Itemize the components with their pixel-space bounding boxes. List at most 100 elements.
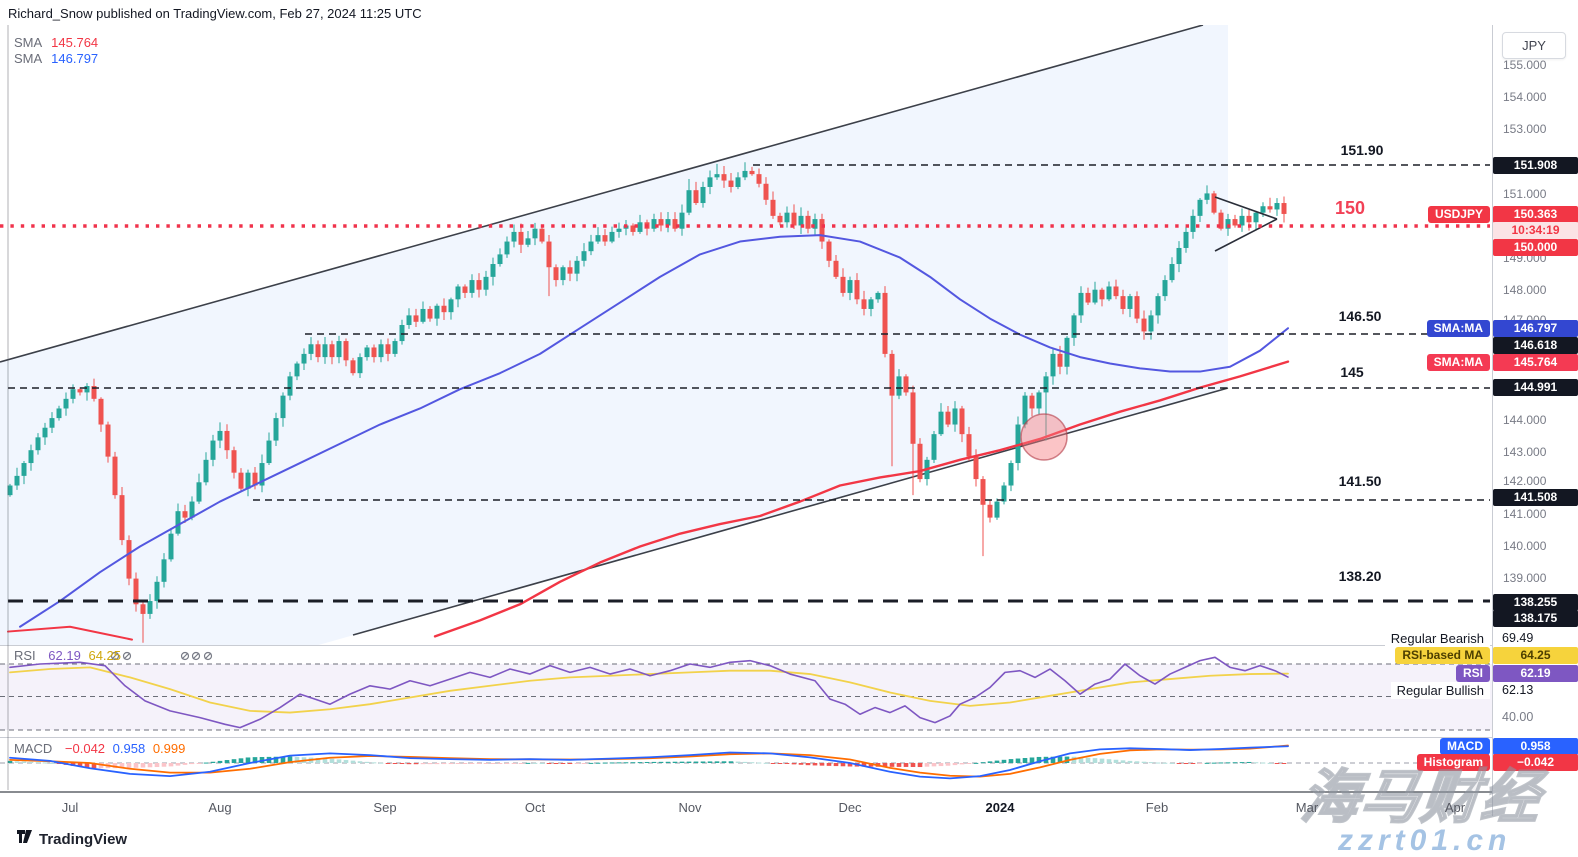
macd-histogram-bar (630, 762, 636, 764)
candle-body (147, 601, 153, 614)
candle-body (1232, 219, 1238, 226)
time-axis-label[interactable]: Oct (524, 800, 546, 815)
candle-body (861, 299, 867, 309)
candle-body (665, 219, 671, 226)
macd-histogram-bar (1015, 758, 1021, 763)
time-axis-label[interactable]: Sep (373, 800, 397, 815)
macd-histogram-bar (462, 763, 468, 764)
candle-body (756, 174, 762, 184)
macd-histogram-bar (455, 763, 461, 764)
candle-body (833, 260, 839, 277)
rsi-ma-value: 64.25 (1493, 647, 1578, 664)
macd-histogram-bar (315, 757, 321, 763)
macd-histogram-bar (210, 761, 216, 763)
time-axis-label[interactable]: Aug (208, 800, 232, 815)
macd-histogram-bar (504, 763, 510, 764)
candle-body (140, 604, 146, 614)
macd-histogram-bar (441, 763, 447, 765)
trend-channel-fill (0, 25, 1228, 645)
currency-toggle-button[interactable]: JPY (1502, 32, 1566, 59)
candle-body (1008, 463, 1014, 486)
macd-legend-label: MACD (14, 741, 53, 756)
macd-histogram-bar (560, 763, 566, 764)
candle-body (105, 424, 111, 457)
time-axis-label[interactable]: Nov (678, 800, 702, 815)
macd-histogram-bar (1001, 759, 1007, 763)
candle-body (1281, 203, 1287, 214)
macd-histogram-bar (1099, 758, 1105, 763)
time-axis-label[interactable]: Feb (1145, 800, 1169, 815)
candle-body (1253, 212, 1259, 223)
macd-histogram-bar (336, 759, 342, 763)
price-tick: 144.000 (1503, 413, 1547, 427)
sma-legend-row-1: SMA 145.764 (14, 35, 98, 50)
macd-histogram-bar (658, 761, 664, 763)
macd-label: MACD (1440, 738, 1490, 755)
macd-histogram-bar (1162, 762, 1168, 764)
macd-histogram-bar (791, 763, 797, 765)
macd-histogram-bar (623, 762, 629, 764)
time-axis-label[interactable]: Jul (61, 800, 79, 815)
macd-hist-legend-value: −0.042 (64, 741, 106, 756)
candle-body (385, 344, 391, 354)
candle-body (308, 344, 314, 354)
macd-histogram-bar (553, 763, 559, 764)
candle-body (329, 344, 335, 358)
macd-histogram-bar (1029, 757, 1035, 763)
symbol-tag: SMA:MA (1426, 354, 1490, 371)
macd-histogram-bar (371, 762, 377, 764)
time-axis-label[interactable]: 2024 (985, 800, 1015, 815)
macd-histogram-bar (1106, 759, 1112, 763)
candle-body (630, 225, 636, 232)
macd-histogram-bar (56, 763, 62, 764)
candle-body (672, 219, 678, 229)
macd-histogram-bar (910, 763, 916, 767)
candle-body (357, 357, 363, 374)
candle-body (539, 228, 545, 242)
price-axis-badge: 10:34:19 (1493, 222, 1578, 239)
macd-histogram-bar (938, 763, 944, 767)
macd-histogram-bar (644, 761, 650, 763)
candle-body (896, 376, 902, 396)
tradingview-logo-text: TradingView (39, 830, 128, 848)
macd-histogram-bar (1113, 759, 1119, 763)
macd-histogram-bar (1176, 763, 1182, 764)
candle-body (315, 344, 321, 358)
candle-body (938, 411, 944, 435)
macd-histogram-bar (581, 763, 587, 764)
candle-body (343, 341, 349, 361)
tradingview-logo[interactable]: TradingView (16, 828, 127, 850)
candle-body (483, 276, 489, 290)
macd-histogram-bar (546, 763, 552, 764)
tradingview-logo-icon (16, 828, 33, 850)
macd-histogram-bar (693, 761, 699, 763)
macd-histogram-bar (812, 763, 818, 766)
macd-histogram-bar (1253, 762, 1259, 764)
candle-body (434, 305, 440, 319)
rsi-divergence-marker-slash (204, 652, 212, 660)
macd-histogram-bar (1183, 763, 1189, 764)
candle-body (448, 299, 454, 313)
candle-body (945, 411, 951, 425)
macd-histogram-bar (980, 762, 986, 764)
time-axis-label[interactable]: Mar (1295, 800, 1319, 815)
candle-body (161, 559, 167, 582)
macd-histogram-bar (98, 763, 104, 769)
macd-histogram-bar (595, 762, 601, 764)
time-axis-label[interactable]: Dec (838, 800, 862, 815)
candle-body (987, 504, 993, 518)
regular-bullish-value: 62.13 (1502, 683, 1534, 697)
macd-histogram-bar (175, 763, 181, 766)
candle-body (336, 341, 342, 358)
macd-histogram-bar (1022, 758, 1028, 763)
macd-histogram-bar (931, 763, 937, 767)
macd-histogram-bar (28, 761, 34, 763)
highlight-circle (1020, 413, 1068, 461)
macd-histogram-bar (1190, 763, 1196, 764)
candle-body (259, 463, 265, 486)
price-tick: 154.000 (1503, 90, 1547, 104)
time-axis-label[interactable]: Apr (1444, 800, 1466, 815)
candle-body (273, 418, 279, 441)
macd-histogram-bar (833, 763, 839, 767)
